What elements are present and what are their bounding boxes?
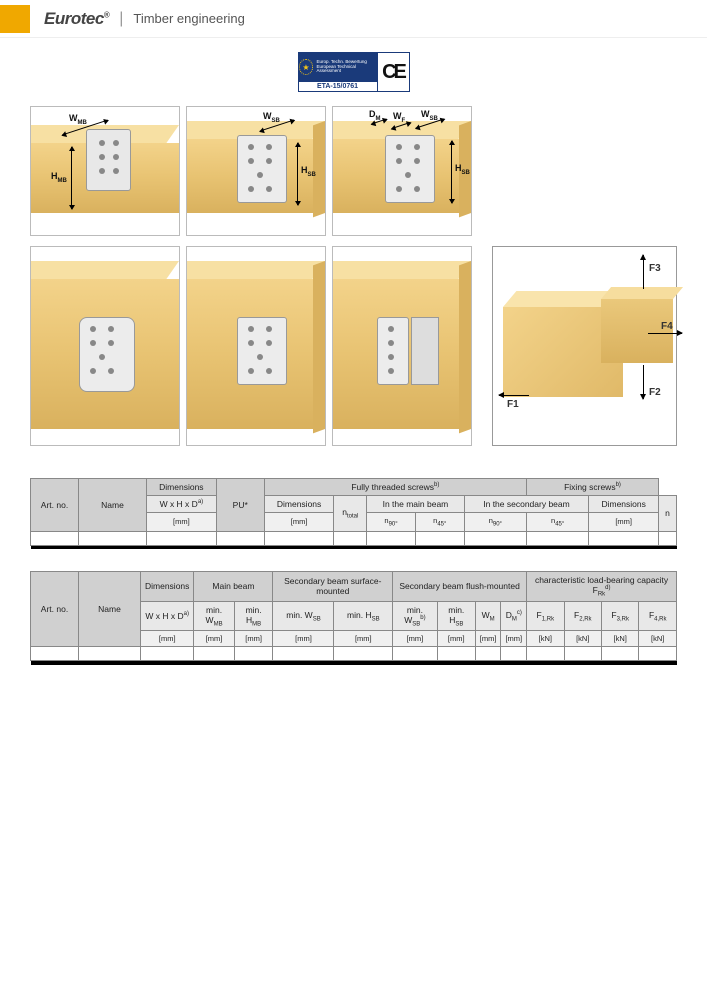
col-main-beam: Main beam: [194, 572, 273, 602]
col-f2: F2,Rk: [564, 601, 601, 631]
unit-mm: [mm]: [273, 631, 334, 647]
page-header: Eurotec® | Timber engineering: [0, 0, 707, 38]
header-divider: |: [119, 10, 123, 28]
col-art-no: Art. no.: [31, 572, 79, 647]
connector-bracket-icon: [385, 135, 435, 203]
unit-kn: [kN]: [564, 631, 601, 647]
logo-text: Eurotec®: [44, 9, 109, 29]
col-n45-main: n45°: [415, 513, 464, 532]
unit-kn: [kN]: [527, 631, 564, 647]
col-art-no: Art. no.: [31, 479, 79, 532]
col-n: n: [659, 496, 677, 532]
col-pu: PU*: [216, 479, 264, 532]
connector-bracket-icon: [86, 129, 131, 191]
col-min-hmb: min. HMB: [234, 601, 273, 631]
unit-mm: [mm]: [393, 631, 438, 647]
force-label-f1: F1: [507, 399, 519, 410]
connector-bracket-icon: [377, 317, 409, 385]
force-label-f2: F2: [649, 387, 661, 398]
col-min-hsb2: min. HSB: [437, 601, 475, 631]
col-sb-flush: Secondary beam flush-mounted: [393, 572, 527, 602]
illustration-connector-front: [30, 246, 180, 446]
connector-bracket-icon: [411, 317, 439, 385]
col-wm: WM: [475, 601, 501, 631]
eta-star-icon: ★: [299, 59, 314, 75]
ce-mark: CE: [377, 53, 409, 91]
certification-badges: ★ Europ. Techn. Bewertung European Techn…: [30, 52, 677, 92]
col-whd: W x H x Da): [147, 496, 217, 513]
force-label-f4: F4: [661, 321, 673, 332]
col-ntotal: ntotal: [334, 496, 367, 532]
col-dimensions-sub: Dimensions: [264, 496, 334, 513]
col-name: Name: [79, 479, 147, 532]
unit-mm: [mm]: [589, 513, 659, 532]
unit-mm: [mm]: [437, 631, 475, 647]
table-screws: Art. no. Name Dimensions PU* Fully threa…: [30, 478, 677, 549]
unit-mm: [mm]: [334, 631, 393, 647]
table-capacity: Art. no. Name Dimensions Main beam Secon…: [30, 571, 677, 665]
connector-bracket-icon: [237, 317, 287, 385]
col-sb-surface: Secondary beam surface-mounted: [273, 572, 393, 602]
eta-number: ETA-15/0761: [299, 81, 377, 91]
col-f4: F4,Rk: [639, 601, 677, 631]
unit-mm: [mm]: [501, 631, 527, 647]
force-diagram: F3 F4 F2 F1: [492, 246, 677, 446]
col-whd: W x H x Da): [141, 601, 194, 631]
col-dimensions: Dimensions: [141, 572, 194, 602]
unit-mm: [mm]: [141, 631, 194, 647]
col-dimensions: Dimensions: [147, 479, 217, 496]
unit-kn: [kN]: [601, 631, 638, 647]
illustration-row-1: WMB HMB WSB HSB DM WF WSB HSB: [30, 106, 677, 236]
connector-bracket-icon: [237, 135, 287, 203]
col-min-wsb: min. WSB: [273, 601, 334, 631]
unit-mm: [mm]: [264, 513, 334, 532]
illustration-row-2: [30, 246, 472, 446]
col-f3: F3,Rk: [601, 601, 638, 631]
col-min-wsb2: min. WSBb): [393, 601, 438, 631]
illustration-secondary-beam: WSB HSB: [186, 106, 326, 236]
unit-mm: [mm]: [234, 631, 273, 647]
col-in-main: In the main beam: [367, 496, 465, 513]
col-min-wmb: min. WMB: [194, 601, 234, 631]
col-name: Name: [79, 572, 141, 647]
col-load-capacity: characteristic load-bearing capacity FRk…: [527, 572, 677, 602]
unit-mm: [mm]: [475, 631, 501, 647]
col-fully-threaded: Fully threaded screwsb): [264, 479, 526, 496]
unit-mm: [mm]: [194, 631, 234, 647]
unit-kn: [kN]: [639, 631, 677, 647]
col-n90-sec: n90°: [464, 513, 526, 532]
col-dimensions-fix: Dimensions: [589, 496, 659, 513]
col-n90-main: n90°: [367, 513, 416, 532]
illustration-flush-mount: DM WF WSB HSB: [332, 106, 472, 236]
header-color-tab: [0, 5, 30, 33]
col-dm: DMc): [501, 601, 527, 631]
col-in-secondary: In the secondary beam: [464, 496, 589, 513]
col-n45-sec: n45°: [526, 513, 588, 532]
illustration-connector-pair: [332, 246, 472, 446]
col-f1: F1,Rk: [527, 601, 564, 631]
eta-text: Europ. Techn. Bewertung European Technic…: [316, 60, 376, 75]
col-fixing-screws: Fixing screwsb): [526, 479, 658, 496]
unit-mm: [mm]: [147, 513, 217, 532]
connector-bracket-icon: [79, 317, 135, 392]
illustration-connector-end: [186, 246, 326, 446]
force-label-f3: F3: [649, 263, 661, 274]
header-subtitle: Timber engineering: [133, 11, 245, 26]
col-min-hsb: min. HSB: [334, 601, 393, 631]
illustration-main-beam: WMB HMB: [30, 106, 180, 236]
